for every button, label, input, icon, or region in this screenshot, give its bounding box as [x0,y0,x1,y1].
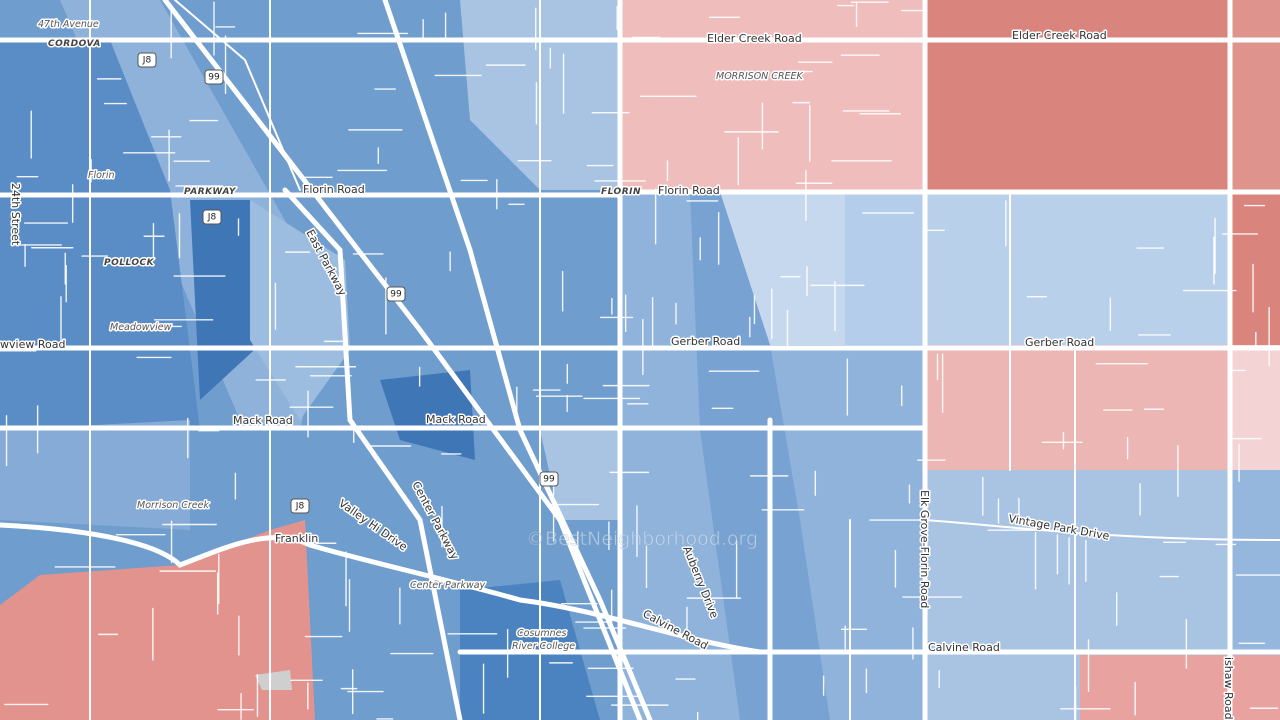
map-label: Center Parkway [410,580,486,591]
map-label: ishaw Road [1222,657,1235,720]
watermark: ©BestNeighborhood.org [526,528,758,550]
region [925,192,1230,345]
map-label: Florin Road [658,184,720,197]
road [162,0,643,720]
map-label: 24th Street [9,183,22,246]
region [250,200,350,420]
map-label: River College [512,641,575,652]
map-label: Morrison Creek [137,500,209,511]
route-number: J8 [295,502,305,512]
map-label: Elk Grove-Florin Road [918,490,931,608]
road [617,0,1233,720]
map-label: Florin Road [303,183,365,196]
road [174,0,301,191]
region [925,345,1230,470]
map-label: Elder Creek Road [707,32,802,45]
route-number: 99 [390,290,402,300]
map-label: Florin [88,170,114,181]
route-shield [137,52,157,68]
road [89,0,1076,720]
region [0,520,315,720]
map-label: Calvine Road [928,641,1000,654]
road [0,189,1280,198]
route-number: 99 [543,475,555,485]
map-label: wview Road [0,338,65,351]
region [0,40,200,430]
route-shield [204,69,224,85]
map-label: FLORIN [601,187,641,197]
road [382,0,653,720]
road [0,522,763,655]
map-label: Meadowview [110,322,172,333]
road [924,519,1280,541]
region [1230,0,1280,192]
route-shield [386,286,406,302]
map-label: Mack Road [233,414,293,427]
map-label: MORRISON CREEK [716,71,804,82]
route-shield [539,471,559,487]
region [1230,192,1280,345]
map-label: Gerber Road [1025,336,1094,349]
map-label: Mack Road [426,413,486,426]
map-label: Cosumnes [517,628,567,639]
region [845,192,925,345]
map-label: 47th Avenue [38,19,99,30]
map-label: POLLOCK [104,258,155,268]
route-shield [290,498,310,514]
map-label: Elder Creek Road [1012,29,1107,42]
route-number: 99 [208,73,220,83]
road [282,187,463,720]
shields: J8 99 J8 99 99 J8 [137,52,559,514]
region [1080,655,1280,720]
map-label: CORDOVA [48,39,101,49]
region [0,420,190,530]
region [720,192,845,345]
route-number: J8 [142,56,152,66]
region [690,192,830,720]
route-shield [202,209,222,225]
region [380,370,475,460]
map-label: Franklin [275,532,318,545]
map-label: PARKWAY [184,187,237,197]
region [925,0,1230,192]
route-number: J8 [207,213,217,223]
region [255,670,292,690]
region [540,430,620,520]
map-label: Gerber Road [671,335,740,348]
